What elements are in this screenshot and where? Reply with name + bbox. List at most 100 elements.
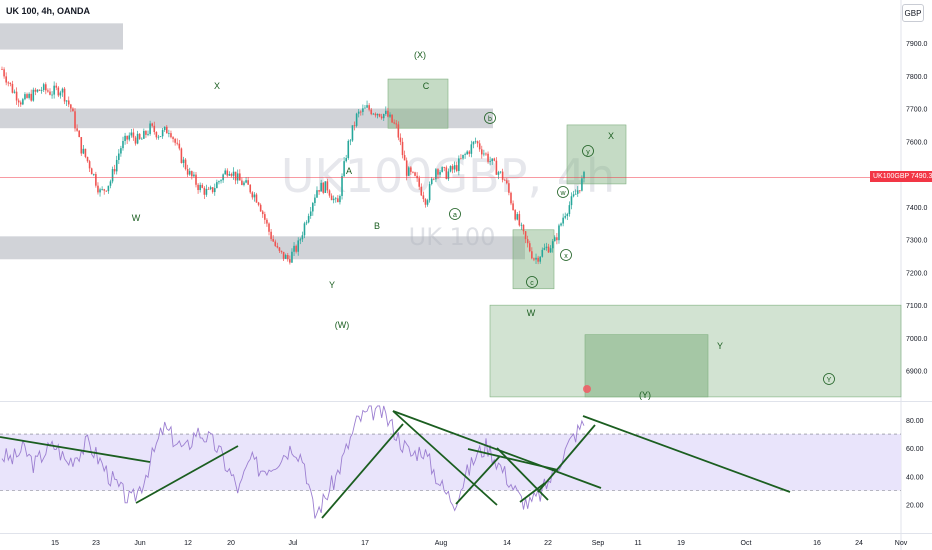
- candle-body: [382, 113, 385, 119]
- trendline: [392, 410, 602, 489]
- candle-body: [526, 239, 529, 244]
- candle-body: [514, 210, 516, 220]
- candle-body: [312, 203, 314, 212]
- candle-body: [564, 216, 567, 218]
- candle-body: [157, 136, 160, 138]
- candle-body: [257, 202, 260, 205]
- candle-body: [97, 185, 99, 193]
- candle-body: [468, 151, 471, 154]
- candle-body: [428, 184, 431, 201]
- candle-body: [232, 171, 235, 176]
- candle-body: [168, 133, 170, 134]
- candle-body: [493, 158, 496, 161]
- chart-title: UK 100, 4h, OANDA: [6, 6, 91, 16]
- trendline: [135, 445, 239, 504]
- candle-body: [36, 89, 39, 92]
- candle-body: [86, 156, 89, 162]
- price-tick-label: 7000.0: [906, 336, 928, 343]
- candle-body: [76, 128, 78, 131]
- candle-body: [224, 170, 227, 175]
- wave-label-circle: [449, 208, 461, 220]
- zone-gray: [0, 236, 525, 260]
- candle-body: [218, 181, 220, 183]
- candle-body: [318, 190, 320, 192]
- candle-body: [278, 247, 281, 251]
- candle-body: [372, 113, 375, 115]
- trendline: [467, 448, 559, 471]
- zone-green: [584, 334, 709, 398]
- candle-body: [261, 211, 264, 215]
- time-tick-label: 14: [503, 540, 511, 547]
- candle-body: [57, 87, 60, 96]
- candle-body: [401, 141, 404, 156]
- wave-label-circle: [582, 145, 594, 157]
- wave-label: (X): [414, 50, 426, 60]
- candle-body: [282, 251, 285, 259]
- candle-body: [520, 224, 523, 226]
- candle-body: [301, 235, 304, 240]
- rsi-tick-label: 20.00: [906, 503, 924, 510]
- currency-button[interactable]: GBP: [902, 4, 924, 22]
- candle-body: [368, 105, 370, 110]
- candle-body: [355, 113, 358, 126]
- candle-body: [118, 153, 120, 160]
- candle-body: [508, 183, 510, 193]
- candle-body: [539, 256, 541, 262]
- candle-body: [151, 123, 153, 126]
- wave-label: b: [488, 116, 492, 123]
- candle-body: [324, 181, 327, 193]
- candle-body: [195, 174, 197, 185]
- candle-body: [422, 195, 425, 200]
- candle-body: [126, 135, 128, 140]
- candle-body: [528, 243, 531, 252]
- candle-body: [145, 130, 147, 135]
- candle-body: [92, 174, 95, 175]
- candle-body: [501, 171, 504, 180]
- candle-body: [503, 179, 506, 181]
- candle-body: [516, 214, 519, 220]
- candle-body: [451, 166, 454, 170]
- candle-body: [412, 171, 414, 173]
- candle-body: [522, 224, 525, 232]
- candle-body: [474, 141, 477, 143]
- candle-body: [49, 91, 51, 95]
- candle-body: [366, 105, 368, 108]
- candle-body: [570, 196, 573, 206]
- wave-label: (W): [335, 320, 350, 330]
- candle-body: [245, 180, 247, 183]
- candle-body: [259, 204, 262, 212]
- candle-body: [15, 91, 18, 101]
- candle-body: [399, 137, 402, 142]
- candle-body: [88, 161, 91, 169]
- candle-body: [286, 255, 289, 260]
- candle-body: [207, 188, 210, 190]
- candle-body: [568, 205, 571, 215]
- zone-gray: [0, 23, 123, 50]
- candle-body: [583, 171, 585, 179]
- candle-body: [19, 102, 22, 105]
- candle-body: [188, 171, 191, 175]
- candle-body: [272, 239, 274, 242]
- candle-body: [297, 240, 300, 252]
- candle-body: [251, 192, 254, 198]
- wave-label: (Y): [639, 390, 651, 400]
- rsi-tick-label: 40.00: [906, 474, 924, 481]
- candle-body: [289, 259, 291, 263]
- candle-body: [378, 113, 381, 117]
- candle-body: [326, 181, 329, 191]
- candle-body: [531, 251, 533, 259]
- candle-body: [178, 143, 181, 149]
- candle-body: [547, 246, 550, 253]
- candle-body: [136, 133, 139, 144]
- time-tick-label: Jul: [289, 540, 298, 547]
- candle-body: [239, 173, 241, 181]
- candle-body: [307, 215, 310, 223]
- candle-body: [170, 133, 172, 138]
- candle-body: [581, 178, 583, 191]
- candle-body: [80, 137, 83, 154]
- candle-body: [47, 90, 49, 92]
- candle-body: [191, 171, 193, 177]
- candle-body: [84, 148, 87, 157]
- candle-body: [533, 258, 535, 260]
